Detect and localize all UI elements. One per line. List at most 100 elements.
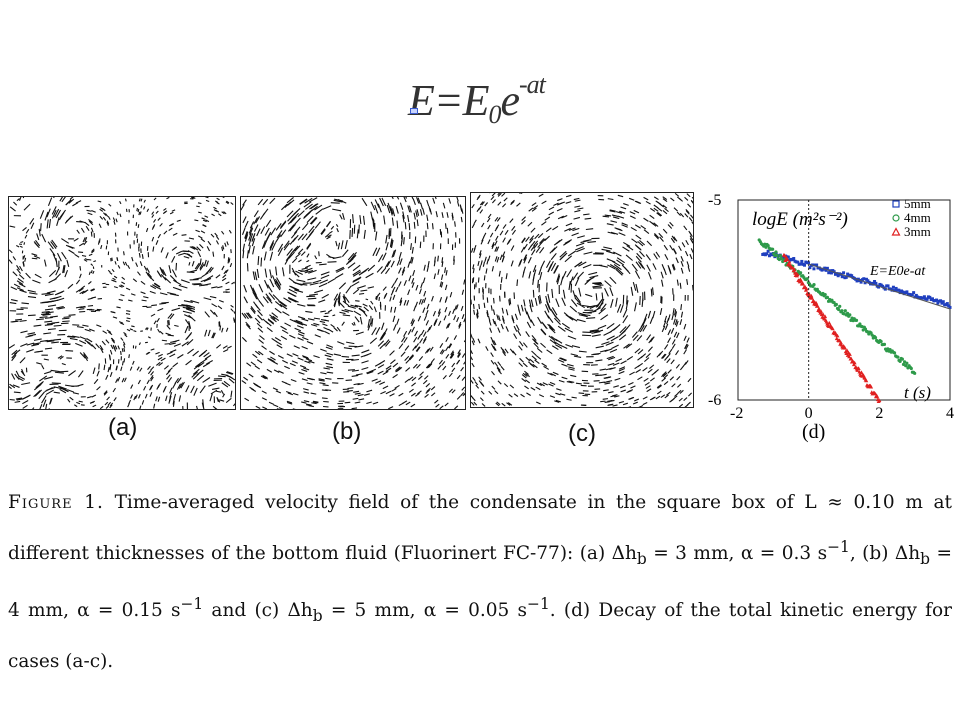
data-point-5mm <box>808 266 812 270</box>
data-point-5mm <box>945 302 949 306</box>
data-point-5mm <box>867 280 871 284</box>
data-point-3mm <box>823 314 828 319</box>
data-point-4mm <box>834 302 838 307</box>
data-point-4mm <box>854 318 859 322</box>
caption-sup-2: −1 <box>180 594 204 613</box>
data-point-3mm <box>835 333 840 338</box>
energy-decay-plot: -2 0 2 4 -5 -6 logE (m²s⁻²) E=E0e-at t (s) (d… <box>708 192 954 443</box>
legend-marker-3mm <box>891 227 901 236</box>
data-point-4mm <box>766 243 770 248</box>
data-point-3mm <box>837 338 842 342</box>
x-tick-label: 2 <box>875 405 883 422</box>
data-point-5mm <box>886 284 890 288</box>
data-point-3mm <box>795 272 800 277</box>
data-point-4mm <box>764 245 768 249</box>
data-point-3mm <box>783 254 788 259</box>
data-point-5mm <box>866 279 870 283</box>
velocity-arrows <box>9 197 235 409</box>
data-point-4mm <box>873 336 878 340</box>
fit-label: E=E0e-at <box>869 264 926 279</box>
caption-text-3: , (b) Δh <box>849 543 921 565</box>
data-point-5mm <box>881 284 885 288</box>
data-point-3mm <box>847 354 852 359</box>
data-point-4mm <box>774 250 778 254</box>
plot-panel-label: (d) <box>802 421 825 443</box>
data-point-3mm <box>847 352 852 356</box>
data-point-5mm <box>922 295 926 299</box>
data-point-5mm <box>910 293 914 297</box>
data-point-5mm <box>898 291 902 295</box>
data-point-3mm <box>804 286 809 291</box>
data-point-5mm <box>802 263 806 267</box>
caption-sup-1: −1 <box>827 538 850 556</box>
velocity-field-a-svg <box>9 197 235 409</box>
data-point-5mm <box>863 281 867 285</box>
data-point-5mm <box>901 290 905 294</box>
data-point-5mm <box>825 266 829 270</box>
data-point-4mm <box>882 342 887 346</box>
data-point-3mm <box>821 312 826 316</box>
data-point-5mm <box>812 267 816 271</box>
data-point-5mm <box>941 300 945 304</box>
caption-sub-3: b <box>312 606 323 625</box>
formula-sub: 0 <box>488 100 501 129</box>
caption-lead: Figure 1. <box>8 492 104 513</box>
data-point-3mm <box>843 346 848 350</box>
data-point-5mm <box>766 249 770 253</box>
data-point-5mm <box>815 263 819 267</box>
data-point-3mm <box>851 362 856 367</box>
data-point-4mm <box>832 300 836 305</box>
data-point-5mm <box>912 291 916 295</box>
formula-eq: =E <box>433 76 490 125</box>
velocity-arrows <box>241 197 465 409</box>
data-point-5mm <box>930 297 934 301</box>
data-point-3mm <box>856 366 861 371</box>
data-point-3mm <box>830 326 835 331</box>
data-point-5mm <box>914 293 918 297</box>
data-point-3mm <box>838 340 843 345</box>
x-tick-label: 4 <box>946 405 954 422</box>
data-point-3mm <box>849 356 854 361</box>
data-point-5mm <box>850 274 854 278</box>
caption-text-6: = 5 mm, α = 0.05 s <box>322 600 528 621</box>
data-point-5mm <box>905 290 909 294</box>
data-point-4mm <box>879 339 883 344</box>
data-point-5mm <box>824 268 828 272</box>
data-point-3mm <box>827 320 832 325</box>
data-point-5mm <box>883 287 887 291</box>
data-point-5mm <box>894 286 898 290</box>
data-point-4mm <box>843 309 847 313</box>
x-tick-label: -2 <box>730 405 743 422</box>
data-point-5mm <box>835 272 839 276</box>
data-point-5mm <box>844 275 848 279</box>
data-point-5mm <box>765 252 769 256</box>
legend-marker-4mm <box>892 214 900 222</box>
data-point-5mm <box>800 259 804 263</box>
data-point-5mm <box>893 289 897 293</box>
data-point-4mm <box>775 253 779 258</box>
data-point-3mm <box>869 384 874 389</box>
legend-label-4mm: 4mm <box>904 210 931 225</box>
data-point-5mm <box>827 271 831 275</box>
caption-text-7: . (d) Decay of the total kinetic energy … <box>8 600 952 672</box>
data-point-4mm <box>840 309 844 313</box>
data-point-5mm <box>796 260 800 264</box>
formula-lhs: E <box>408 76 435 125</box>
data-point-5mm <box>786 255 790 259</box>
legend-label-5mm: 5mm <box>904 196 931 211</box>
caption-sub-1: b <box>636 549 647 568</box>
data-point-4mm <box>778 254 783 258</box>
velocity-field-panel-b <box>240 196 466 410</box>
data-point-3mm <box>816 306 821 311</box>
data-point-4mm <box>838 304 842 308</box>
data-point-3mm <box>801 282 806 286</box>
data-point-5mm <box>948 305 952 309</box>
x-tick-label: 0 <box>805 405 813 422</box>
data-point-4mm <box>805 277 809 281</box>
data-point-3mm <box>809 293 814 298</box>
panel-label-c: (c) <box>568 420 596 447</box>
data-point-5mm <box>840 275 844 279</box>
data-point-5mm <box>947 304 951 308</box>
velocity-arrows <box>471 193 693 407</box>
